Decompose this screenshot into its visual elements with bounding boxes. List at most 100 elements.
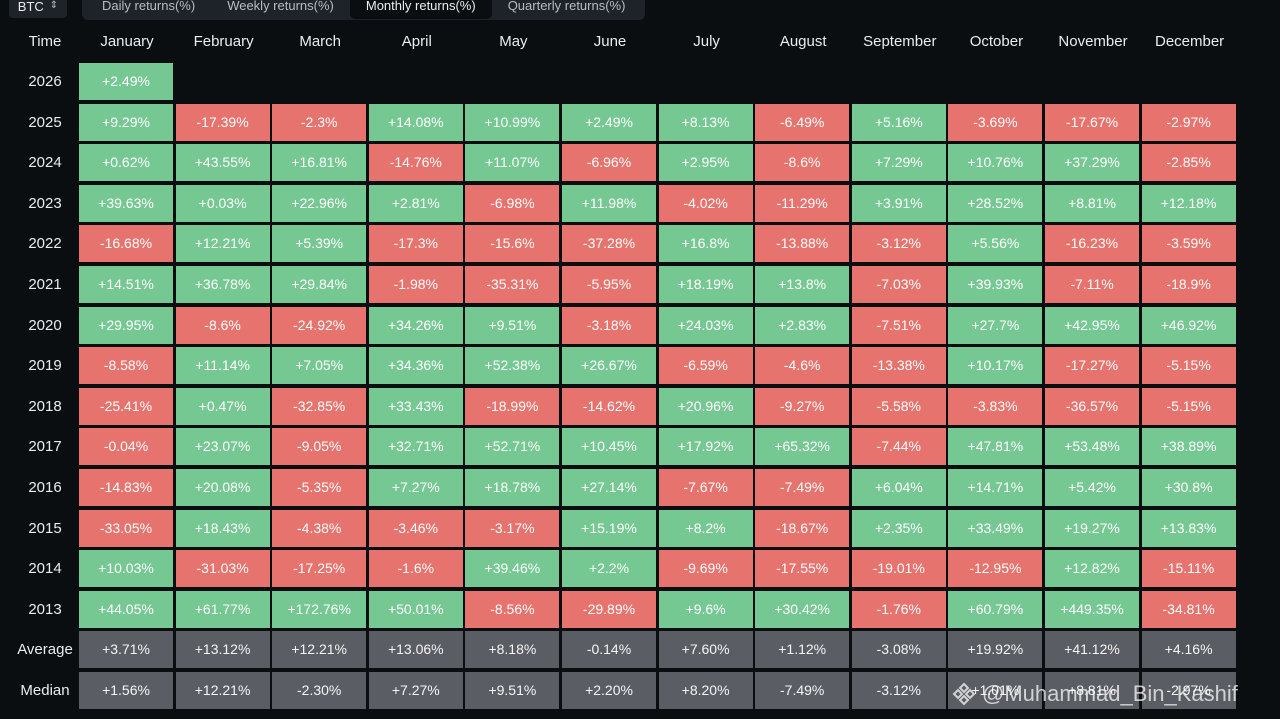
return-cell[interactable]: -3.59% <box>1141 225 1236 263</box>
return-cell[interactable]: -3.12% <box>851 225 946 263</box>
return-cell[interactable]: -14.83% <box>79 469 173 506</box>
return-cell[interactable]: +12.18% <box>1141 184 1236 222</box>
return-cell[interactable]: +2.2% <box>562 550 656 588</box>
return-cell[interactable]: -5.15% <box>1141 347 1236 385</box>
return-cell[interactable]: -29.89% <box>562 590 656 628</box>
return-cell[interactable]: -18.67% <box>755 509 850 547</box>
return-cell[interactable]: -8.6% <box>755 144 850 182</box>
return-cell[interactable]: -1.6% <box>368 550 463 588</box>
return-cell[interactable]: +10.76% <box>948 144 1043 182</box>
return-cell[interactable]: +50.01% <box>368 590 463 628</box>
return-cell[interactable]: +19.27% <box>1045 509 1139 547</box>
return-cell[interactable]: -14.76% <box>368 144 463 182</box>
return-cell[interactable]: -8.58% <box>79 347 173 385</box>
return-cell[interactable]: -17.3% <box>368 225 463 263</box>
return-cell[interactable]: -17.39% <box>175 103 270 141</box>
return-cell[interactable]: +2.83% <box>755 306 850 344</box>
return-cell[interactable]: +2.81% <box>368 184 463 222</box>
return-cell[interactable]: +44.05% <box>79 590 173 628</box>
return-cell[interactable]: +14.08% <box>368 103 463 141</box>
return-cell[interactable]: -16.23% <box>1045 225 1139 263</box>
return-cell[interactable]: -33.05% <box>79 509 173 547</box>
return-cell[interactable]: +0.03% <box>175 184 270 222</box>
return-cell[interactable]: +24.03% <box>658 306 753 344</box>
return-cell[interactable]: +39.46% <box>465 550 560 588</box>
return-cell[interactable]: +5.39% <box>272 225 367 263</box>
return-cell[interactable]: -13.88% <box>755 225 850 263</box>
return-cell[interactable]: -12.95% <box>948 550 1043 588</box>
return-cell[interactable]: -9.27% <box>755 387 850 425</box>
return-cell[interactable]: -36.57% <box>1045 387 1139 425</box>
return-cell[interactable]: +2.95% <box>658 144 753 182</box>
asset-select[interactable]: BTC ⇕ <box>9 0 67 18</box>
return-cell[interactable]: +16.8% <box>658 225 753 263</box>
return-cell[interactable]: +22.96% <box>272 184 367 222</box>
return-cell[interactable]: -31.03% <box>175 550 270 588</box>
return-cell[interactable]: +7.60% <box>658 631 753 669</box>
return-cell[interactable]: +14.71% <box>948 469 1043 506</box>
return-cell[interactable]: -7.03% <box>851 266 946 303</box>
return-cell[interactable]: +33.49% <box>948 509 1043 547</box>
return-cell[interactable]: +53.48% <box>1045 428 1139 466</box>
return-cell[interactable]: +27.7% <box>948 306 1043 344</box>
return-cell[interactable]: +8.81% <box>1045 672 1139 709</box>
return-cell[interactable]: +7.27% <box>368 469 463 506</box>
return-cell[interactable]: +12.21% <box>272 631 367 669</box>
return-cell[interactable]: -6.98% <box>465 184 560 222</box>
return-cell[interactable]: +4.16% <box>1141 631 1236 669</box>
return-cell[interactable]: +36.78% <box>175 266 270 303</box>
return-cell[interactable]: +38.89% <box>1141 428 1236 466</box>
return-cell[interactable]: +37.29% <box>1045 144 1139 182</box>
return-cell[interactable]: +8.18% <box>465 631 560 669</box>
return-cell[interactable]: +19.92% <box>948 631 1043 669</box>
return-cell[interactable]: -3.17% <box>465 509 560 547</box>
return-cell[interactable]: -35.31% <box>465 266 560 303</box>
return-cell[interactable]: +10.17% <box>948 347 1043 385</box>
return-cell[interactable]: -9.69% <box>658 550 753 588</box>
return-cell[interactable]: +1.56% <box>79 672 173 709</box>
return-cell[interactable]: +10.99% <box>465 103 560 141</box>
return-cell[interactable]: -7.49% <box>755 469 850 506</box>
return-cell[interactable]: -6.49% <box>755 103 850 141</box>
return-cell[interactable]: -18.99% <box>465 387 560 425</box>
return-cell[interactable]: +2.49% <box>562 103 656 141</box>
return-cell[interactable]: -37.28% <box>562 225 656 263</box>
return-cell[interactable]: -7.11% <box>1045 266 1139 303</box>
return-cell[interactable]: +9.6% <box>658 590 753 628</box>
return-cell[interactable]: -6.59% <box>658 347 753 385</box>
return-cell[interactable]: -2.30% <box>272 672 367 709</box>
return-cell[interactable]: -17.55% <box>755 550 850 588</box>
return-cell[interactable]: +16.81% <box>272 144 367 182</box>
return-cell[interactable]: -3.83% <box>948 387 1043 425</box>
return-cell[interactable]: +2.35% <box>851 509 946 547</box>
return-cell[interactable]: +3.91% <box>851 184 946 222</box>
return-cell[interactable]: -5.35% <box>272 469 367 506</box>
return-cell[interactable]: +17.92% <box>658 428 753 466</box>
return-cell[interactable]: +65.32% <box>755 428 850 466</box>
return-cell[interactable]: +18.19% <box>658 266 753 303</box>
return-cell[interactable]: +12.82% <box>1045 550 1139 588</box>
return-cell[interactable]: -5.95% <box>562 266 656 303</box>
return-cell[interactable]: +5.56% <box>948 225 1043 263</box>
return-cell[interactable]: +18.78% <box>465 469 560 506</box>
return-cell[interactable]: +61.77% <box>175 590 270 628</box>
return-cell[interactable]: -0.04% <box>79 428 173 466</box>
return-cell[interactable]: +52.71% <box>465 428 560 466</box>
return-cell[interactable]: -7.67% <box>658 469 753 506</box>
return-cell[interactable]: +13.12% <box>175 631 270 669</box>
return-cell[interactable]: +41.12% <box>1045 631 1139 669</box>
return-cell[interactable]: -11.29% <box>755 184 850 222</box>
return-cell[interactable]: -18.9% <box>1141 266 1236 303</box>
return-cell[interactable]: -3.69% <box>948 103 1043 141</box>
return-cell[interactable]: -17.27% <box>1045 347 1139 385</box>
return-cell[interactable]: +46.92% <box>1141 306 1236 344</box>
return-cell[interactable]: -7.49% <box>755 672 850 709</box>
return-cell[interactable]: +172.76% <box>272 590 367 628</box>
return-cell[interactable]: +13.06% <box>368 631 463 669</box>
return-cell[interactable]: +42.95% <box>1045 306 1139 344</box>
return-cell[interactable]: +7.27% <box>368 672 463 709</box>
return-cell[interactable]: -4.38% <box>272 509 367 547</box>
return-cell[interactable]: +15.19% <box>562 509 656 547</box>
return-cell[interactable]: +13.8% <box>755 266 850 303</box>
return-cell[interactable]: -25.41% <box>79 387 173 425</box>
